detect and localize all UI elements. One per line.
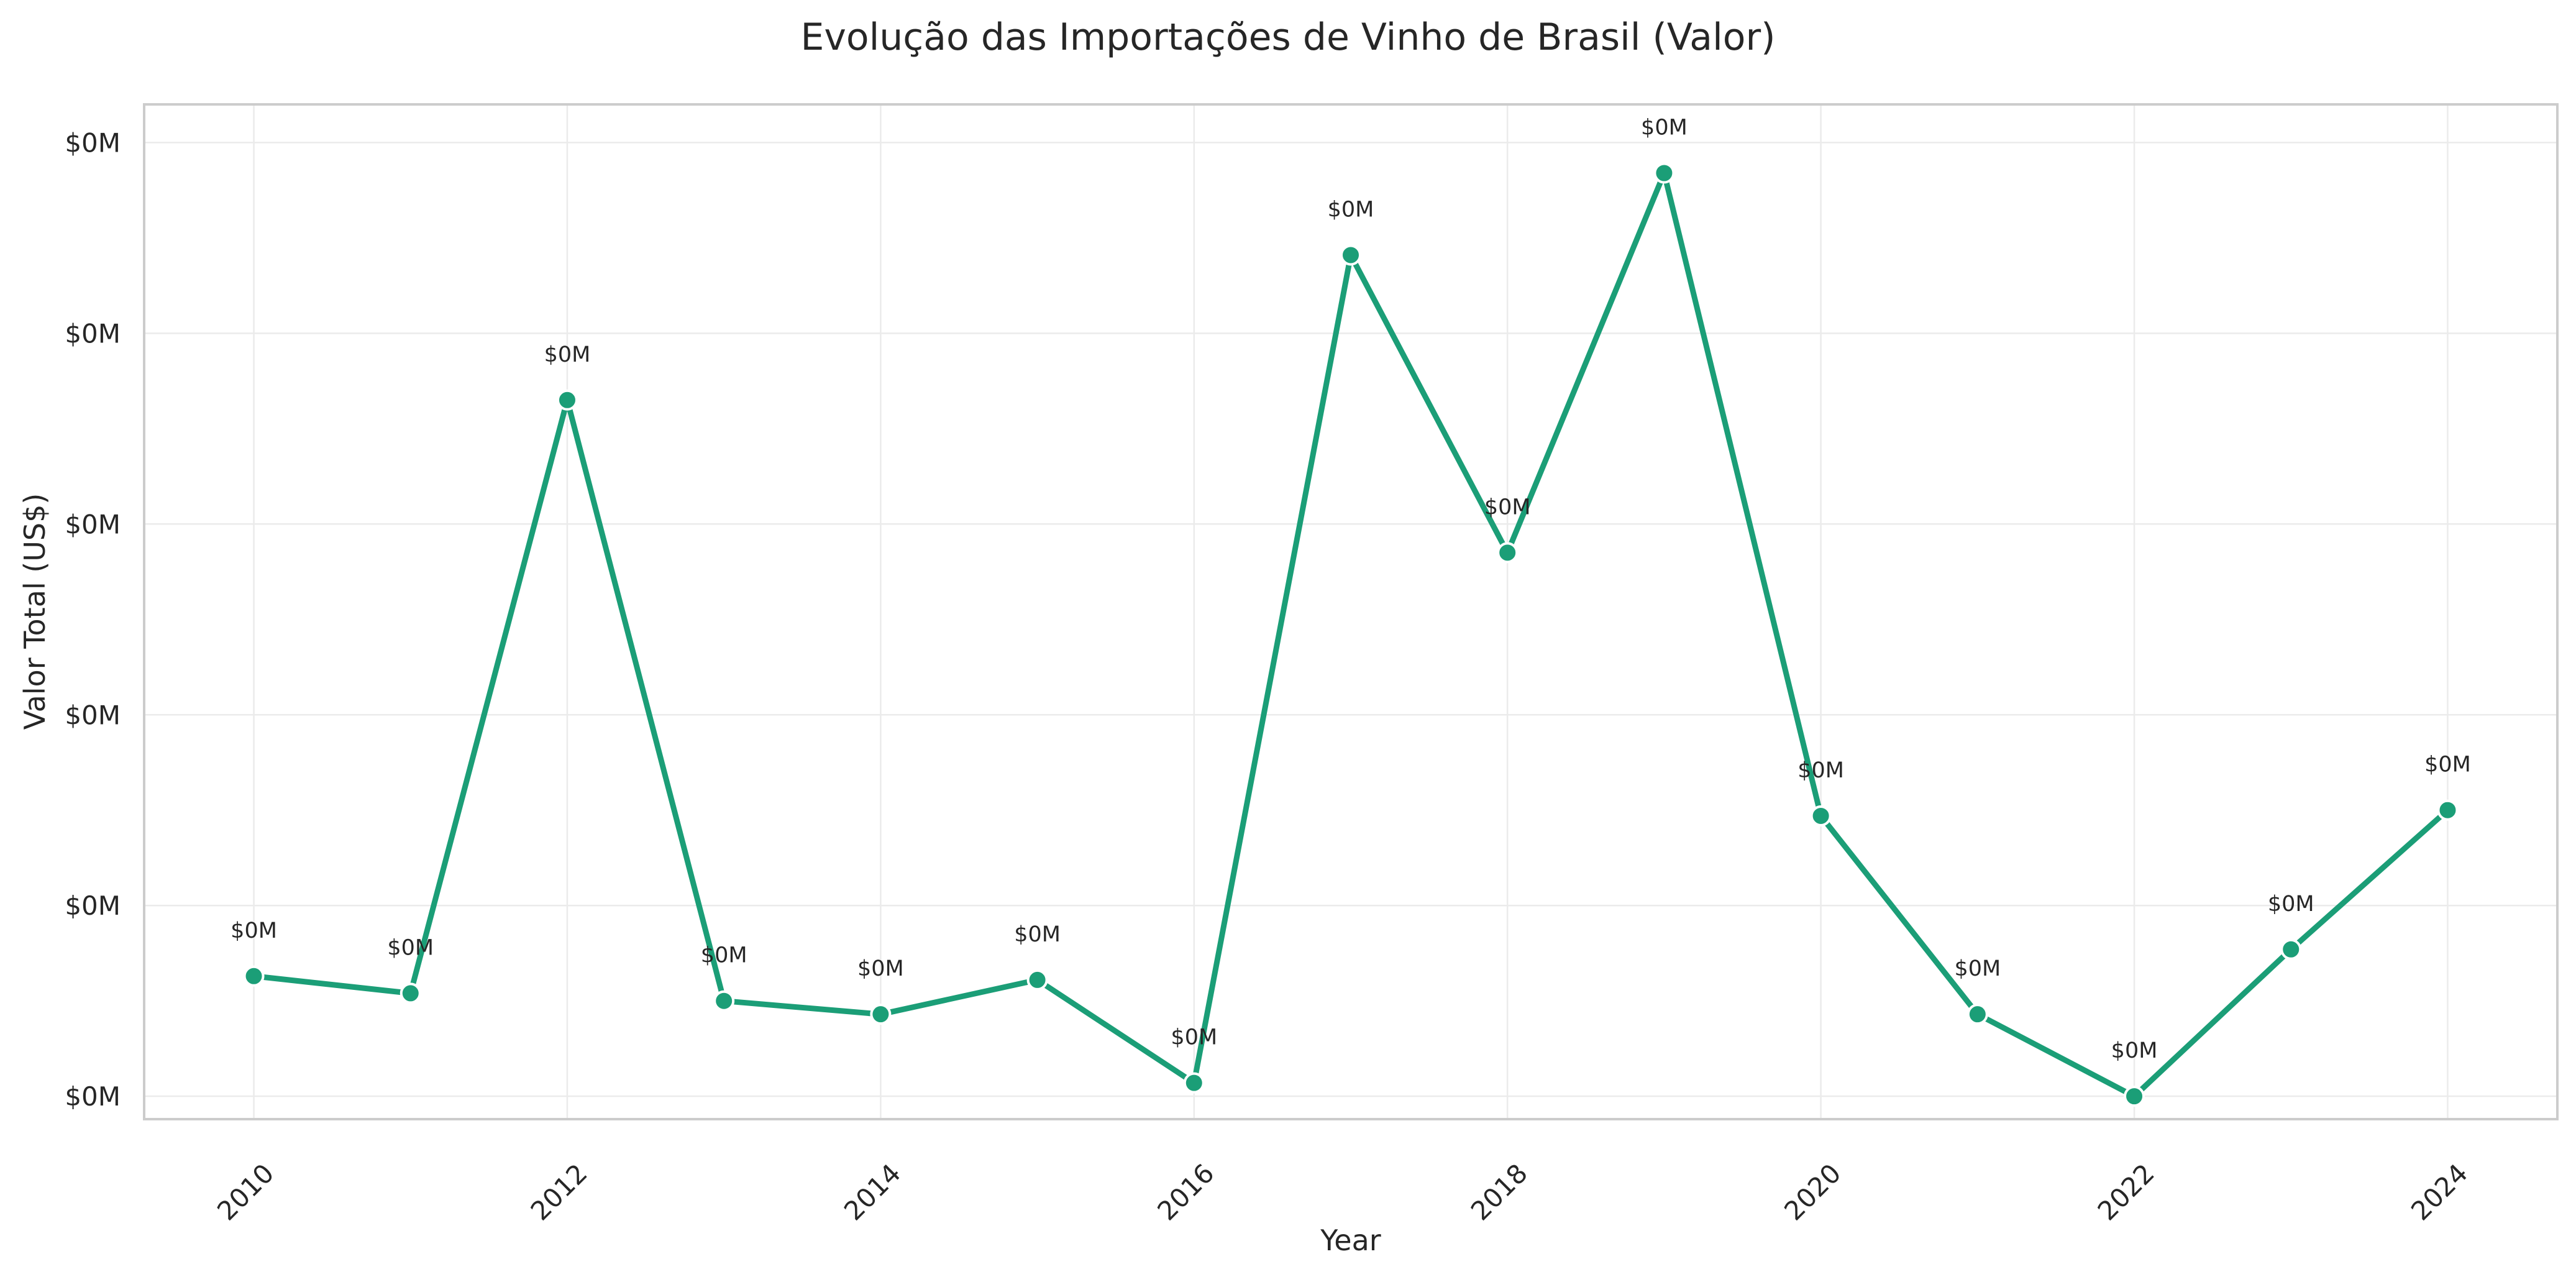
data-point xyxy=(1026,969,1048,991)
y-tick-label: $0M xyxy=(65,1081,121,1112)
data-labels: $0M $0M $0M $0M $0M $0M $0M $0M $0M $0M $0M $0M $0M $… xyxy=(231,116,2471,1064)
data-label: $0M xyxy=(1014,922,1061,947)
data-point xyxy=(1653,162,1675,184)
data-label: $0M xyxy=(1641,116,1688,140)
x-axis-ticks: 2010 2012 2014 2016 2018 2020 2022 2024 xyxy=(211,1158,2473,1226)
data-label: $0M xyxy=(701,943,747,968)
x-tick-label: 2022 xyxy=(2092,1158,2160,1226)
x-axis-label: Year xyxy=(1320,1224,1381,1257)
data-point xyxy=(2437,799,2459,821)
x-tick-label: 2020 xyxy=(1778,1158,1847,1226)
data-label: $0M xyxy=(544,342,591,367)
x-tick-label: 2024 xyxy=(2405,1158,2473,1226)
data-point xyxy=(400,982,421,1004)
y-axis-label: Valor Total (US$) xyxy=(18,493,52,730)
y-tick-label: $0M xyxy=(65,700,121,730)
data-label: $0M xyxy=(2111,1038,2158,1063)
y-tick-label: $0M xyxy=(65,127,121,158)
data-label: $0M xyxy=(1797,758,1844,783)
series-layer xyxy=(243,162,2459,1107)
data-label: $0M xyxy=(231,918,277,943)
y-tick-label: $0M xyxy=(65,890,121,921)
data-label: $0M xyxy=(1171,1025,1217,1050)
data-label: $0M xyxy=(857,956,904,981)
data-point xyxy=(1966,1004,1988,1025)
data-label: $0M xyxy=(2424,753,2471,777)
plot-frame xyxy=(143,103,2559,1120)
series-line xyxy=(251,170,2450,1099)
data-point xyxy=(1810,805,1832,826)
x-tick-label: 2012 xyxy=(525,1158,593,1226)
data-point xyxy=(243,965,265,987)
chart-title: Evolução das Importações de Vinho de Bra… xyxy=(800,16,1775,59)
data-point xyxy=(1497,542,1519,564)
data-label: $0M xyxy=(1954,956,2001,981)
data-point xyxy=(2280,938,2302,960)
data-label: $0M xyxy=(1328,197,1374,222)
x-tick-label: 2018 xyxy=(1465,1158,1533,1226)
y-tick-label: $0M xyxy=(65,318,121,349)
x-tick-label: 2016 xyxy=(1151,1158,1220,1226)
data-point xyxy=(713,990,735,1012)
data-point xyxy=(870,1004,892,1025)
data-label: $0M xyxy=(1484,495,1531,519)
y-axis-ticks: $0M $0M $0M $0M $0M $0M xyxy=(65,127,121,1112)
data-point xyxy=(1183,1072,1205,1094)
x-tick-label: 2010 xyxy=(211,1158,280,1226)
data-point xyxy=(1340,244,1361,266)
data-label: $0M xyxy=(2268,892,2314,917)
x-tick-label: 2014 xyxy=(838,1158,907,1226)
data-point xyxy=(2124,1086,2145,1107)
y-tick-label: $0M xyxy=(65,509,121,539)
data-label: $0M xyxy=(387,935,434,960)
gridlines xyxy=(144,104,2557,1119)
data-point xyxy=(556,389,578,411)
